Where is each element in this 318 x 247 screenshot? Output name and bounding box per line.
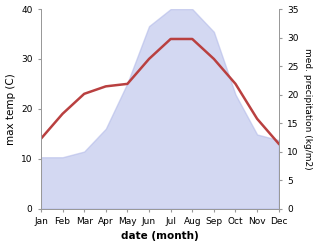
Y-axis label: max temp (C): max temp (C) — [5, 73, 16, 145]
X-axis label: date (month): date (month) — [121, 231, 199, 242]
Y-axis label: med. precipitation (kg/m2): med. precipitation (kg/m2) — [303, 48, 313, 170]
